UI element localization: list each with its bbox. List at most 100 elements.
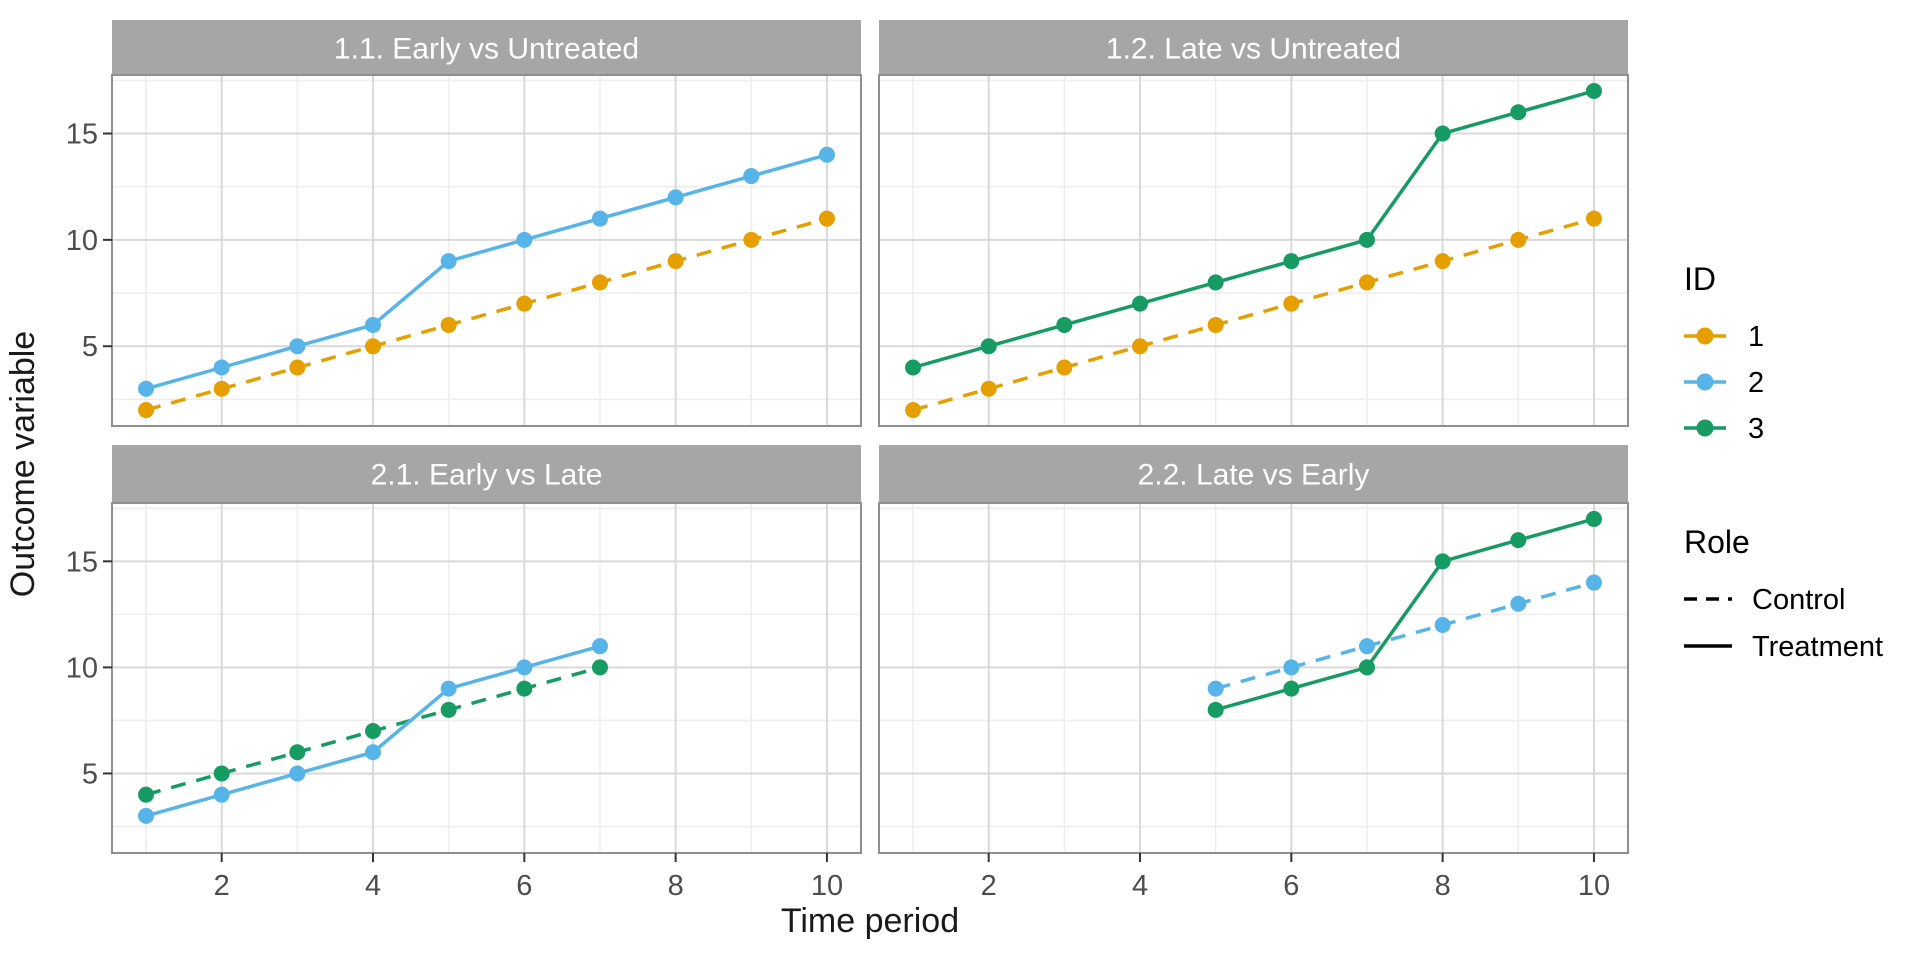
data-point-id3	[905, 359, 922, 376]
facet-late-vs-early: 2.2. Late vs Early 2 4 6 8 10	[878, 445, 1629, 902]
data-point-id1	[1434, 253, 1451, 270]
legend-role-title: Role	[1684, 524, 1750, 560]
data-point-id1	[591, 274, 608, 291]
data-point-id3	[1056, 316, 1073, 333]
panel-border	[111, 502, 862, 854]
panel-border	[878, 74, 1629, 427]
facet-strip-title: 2.2. Late vs Early	[1138, 459, 1370, 492]
x-tick-label: 6	[1283, 870, 1299, 902]
legend-role-entry-label: Control	[1752, 584, 1846, 616]
data-point-id2	[591, 210, 608, 227]
data-point-id1	[1585, 210, 1602, 227]
facet-strip	[879, 20, 1628, 75]
facet-strip-title: 1.2. Late vs Untreated	[1106, 33, 1401, 66]
data-point-id3	[138, 786, 155, 803]
data-point-id2	[1585, 574, 1602, 591]
data-point-id3	[213, 765, 230, 782]
data-point-id2	[289, 765, 306, 782]
facet-strip	[112, 445, 861, 502]
legend-id-entry-label: 2	[1748, 367, 1764, 399]
legend-id-entry-label: 3	[1748, 413, 1764, 445]
facet-strip	[879, 445, 1628, 502]
series-line-id1-control	[145, 216, 828, 412]
panel-background	[879, 75, 1628, 426]
data-point-id2	[1207, 680, 1224, 697]
data-point-id2	[667, 189, 684, 206]
data-point-id3	[1510, 532, 1527, 549]
data-point-id1	[516, 295, 533, 312]
data-point-id1	[743, 231, 760, 248]
data-point-id1	[905, 402, 922, 419]
facet-early-vs-late: 2.1. Early vs Late 2 4 6 8 10 5 10 15	[66, 445, 862, 902]
x-tick-label: 2	[981, 870, 997, 902]
data-point-id2	[1358, 638, 1375, 655]
y-tick-label: 10	[66, 652, 98, 684]
data-point-id1	[1358, 274, 1375, 291]
data-point-id3	[1207, 274, 1224, 291]
facet-early-vs-untreated: 1.1. Early vs Untreated 5 10 15	[66, 20, 862, 427]
data-point-id1	[1056, 359, 1073, 376]
x-tick-label: 8	[1435, 870, 1451, 902]
data-point-id3	[516, 680, 533, 697]
legend-id: ID 1 2 3	[1684, 261, 1764, 445]
data-point-id3	[1434, 553, 1451, 570]
data-point-id3	[1283, 680, 1300, 697]
data-point-id1	[1283, 295, 1300, 312]
data-point-id1	[138, 402, 155, 419]
data-point-id2	[365, 744, 382, 761]
data-point-id2	[818, 146, 835, 163]
data-point-id2	[440, 680, 457, 697]
x-tick-label: 10	[811, 870, 843, 902]
data-point-id1	[980, 380, 997, 397]
x-tick-label: 4	[1132, 870, 1148, 902]
y-tick-label: 15	[66, 119, 98, 151]
data-point-id1	[1510, 231, 1527, 248]
y-tick-label: 5	[82, 331, 98, 363]
data-point-id2	[213, 359, 230, 376]
data-point-id3	[1510, 104, 1527, 121]
legend-id-title: ID	[1684, 261, 1716, 297]
data-point-id1	[365, 338, 382, 355]
series-line-id1-control	[912, 216, 1595, 412]
x-tick-label: 6	[516, 870, 532, 902]
series-line-id3-treatment	[912, 89, 1595, 370]
data-point-id1	[289, 359, 306, 376]
y-tick-label: 10	[66, 225, 98, 257]
x-tick-label: 8	[668, 870, 684, 902]
data-point-id2	[289, 338, 306, 355]
x-tick-label: 4	[365, 870, 381, 902]
facet-strip-title: 2.1. Early vs Late	[371, 459, 603, 492]
data-point-id2	[1283, 659, 1300, 676]
data-point-id2	[138, 380, 155, 397]
data-point-id2	[1434, 616, 1451, 633]
data-point-id2	[138, 807, 155, 824]
facet-strip	[112, 20, 861, 75]
data-point-id1	[440, 316, 457, 333]
data-point-id2	[743, 168, 760, 185]
legend-id-entry-label: 1	[1748, 321, 1764, 353]
facet-late-vs-untreated: 1.2. Late vs Untreated	[878, 20, 1629, 427]
data-point-id2	[440, 253, 457, 270]
data-point-id1	[818, 210, 835, 227]
data-point-id3	[440, 701, 457, 718]
panel-border	[111, 74, 862, 427]
facet-strip-title: 1.1. Early vs Untreated	[334, 33, 639, 66]
legend-id-key-dot	[1696, 327, 1714, 345]
data-point-id3	[1283, 253, 1300, 270]
data-point-id3	[289, 744, 306, 761]
data-point-id3	[1358, 231, 1375, 248]
x-axis-title: Time period	[781, 902, 959, 940]
data-point-id3	[980, 338, 997, 355]
y-tick-label: 5	[82, 758, 98, 790]
legend-id-key-dot	[1696, 419, 1714, 437]
data-point-id3	[365, 723, 382, 740]
data-point-id3	[1585, 510, 1602, 527]
legend-role-entry-label: Treatment	[1752, 631, 1883, 663]
data-point-id2	[516, 659, 533, 676]
series-line-id3-treatment	[1215, 517, 1595, 712]
data-point-id1	[667, 253, 684, 270]
